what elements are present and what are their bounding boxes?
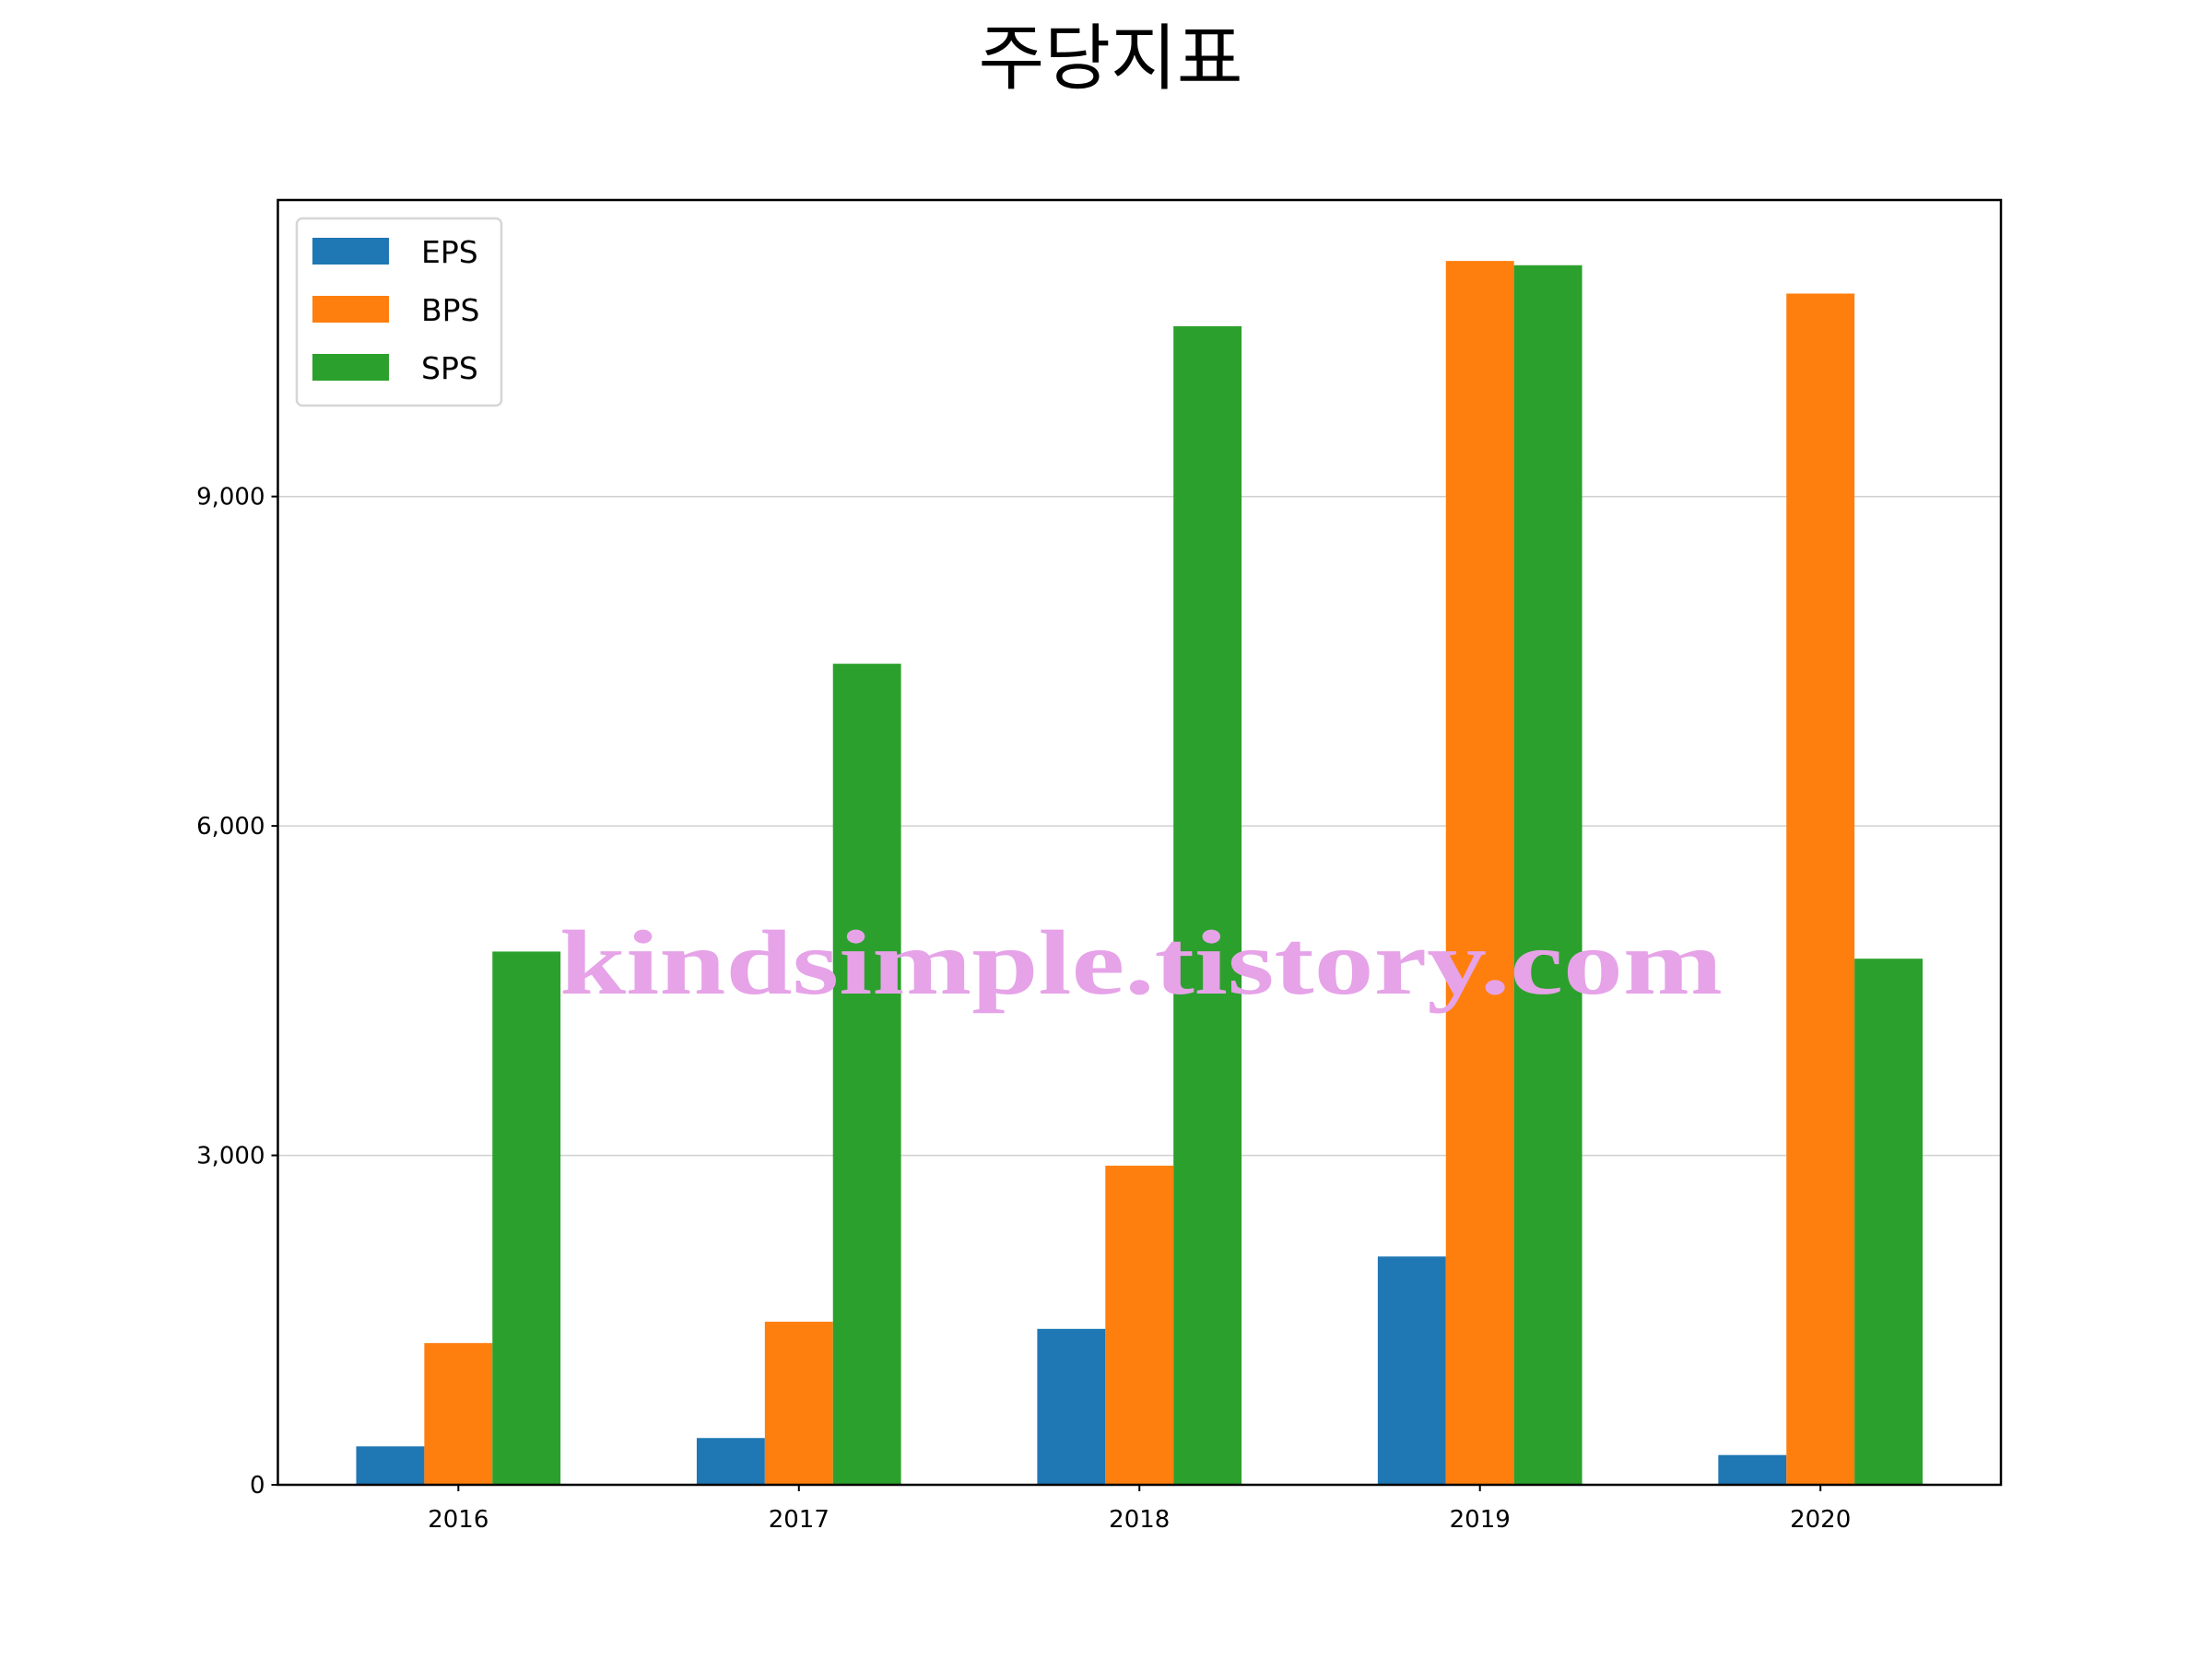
bar-sps-2019 [1513, 265, 1583, 1485]
legend-label-bps: BPS [421, 292, 480, 328]
x-axis: 2016 2017 2018 2019 2020 [428, 1485, 1851, 1534]
bar-eps-2019 [1377, 1256, 1446, 1485]
legend-swatch-bps [312, 296, 389, 323]
bar-bps-2019 [1445, 261, 1514, 1486]
y-tick-label: 6,000 [196, 813, 265, 841]
bar-bps-2020 [1786, 293, 1855, 1486]
x-tick-label: 2019 [1450, 1506, 1511, 1534]
watermark: kindsimple.tistory.com [559, 912, 1723, 1014]
y-axis: 0 3,000 6,000 9,000 [196, 484, 278, 1500]
x-tick-label: 2020 [1790, 1506, 1851, 1534]
bar-sps-2016 [492, 951, 561, 1485]
x-tick-label: 2018 [1109, 1506, 1170, 1534]
x-tick-label: 2016 [428, 1506, 488, 1534]
bar-sps-2017 [832, 664, 901, 1485]
bars [356, 261, 1924, 1486]
bar-eps-2016 [356, 1446, 425, 1485]
bar-sps-2018 [1173, 325, 1242, 1485]
legend-label-sps: SPS [421, 350, 478, 386]
legend-label-eps: EPS [421, 234, 478, 270]
y-tick-label: 3,000 [196, 1143, 265, 1171]
bar-bps-2016 [424, 1343, 493, 1485]
grid-lines [277, 495, 2001, 1157]
legend: EPS BPS SPS [295, 217, 503, 407]
bar-eps-2017 [696, 1438, 765, 1485]
bar-bps-2018 [1105, 1165, 1174, 1485]
y-tick-label: 9,000 [196, 484, 265, 512]
legend-swatch-eps [312, 238, 389, 265]
bar-eps-2020 [1718, 1454, 1787, 1485]
bar-sps-2020 [1854, 959, 1924, 1485]
bar-eps-2018 [1037, 1328, 1106, 1485]
chart-title: 주당지표 [978, 18, 1242, 100]
legend-swatch-sps [312, 354, 389, 381]
x-tick-label: 2017 [769, 1506, 830, 1534]
bar-bps-2017 [764, 1322, 833, 1485]
y-tick-label: 0 [250, 1472, 265, 1500]
